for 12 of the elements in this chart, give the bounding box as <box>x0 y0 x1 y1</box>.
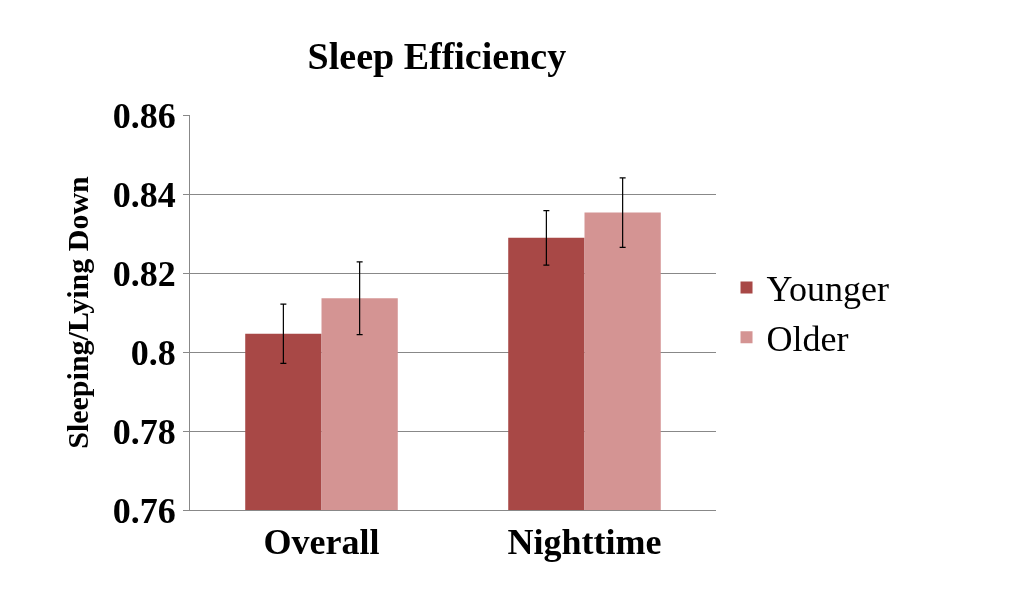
y-tick-label: 0.78 <box>112 411 176 452</box>
y-tick-label: 0.8 <box>130 332 176 373</box>
legend-label: Younger <box>766 269 889 310</box>
x-tick-label: Overall <box>263 522 380 563</box>
chart-title: Sleep Efficiency <box>307 34 567 77</box>
y-tick-label: 0.82 <box>112 253 176 294</box>
y-tick-label: 0.76 <box>112 490 176 531</box>
x-tick-label: Nighttime <box>507 522 662 563</box>
y-tick-label: 0.86 <box>112 95 176 136</box>
y-tick-label: 0.84 <box>112 174 176 215</box>
legend-label: Older <box>766 319 849 360</box>
y-axis-title: Sleeping/Lying Down <box>60 175 94 449</box>
